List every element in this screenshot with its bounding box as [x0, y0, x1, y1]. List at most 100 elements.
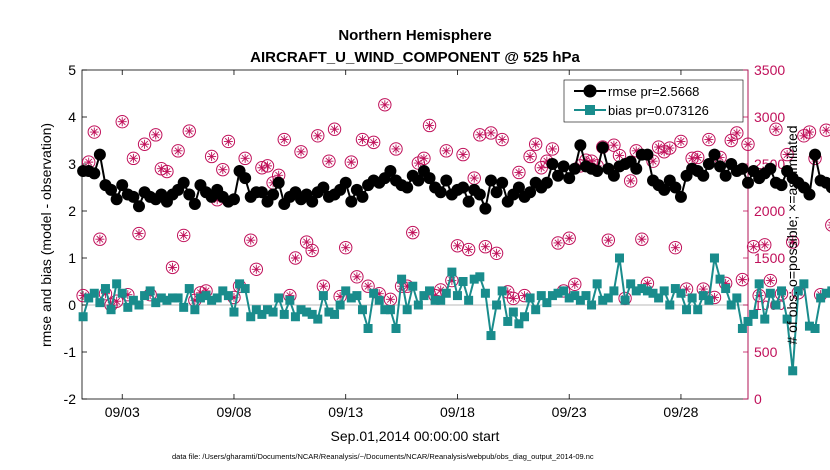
- bias-point: [290, 312, 300, 322]
- rmse-point: [255, 186, 268, 199]
- obs-assimilated-point: [782, 150, 792, 160]
- obs-possible-point: [417, 151, 431, 166]
- bias-point: [335, 300, 345, 310]
- bias-point: [737, 324, 747, 333]
- bias-point: [235, 279, 245, 289]
- obs-assimilated-point: [374, 289, 384, 299]
- legend-rmse-marker: [583, 84, 597, 98]
- bias-point: [218, 286, 228, 296]
- bias-point: [642, 286, 652, 296]
- rmse-point: [239, 172, 252, 185]
- legend: rmse pr=2.5668 bias pr=0.073126: [563, 79, 744, 123]
- obs-possible-point: [87, 125, 101, 139]
- obs-possible-point: [512, 165, 526, 180]
- obs-assimilated-point: [614, 151, 624, 161]
- rmse-point: [641, 148, 654, 161]
- obs-assimilated-point: [335, 292, 345, 302]
- obs-assimilated-point: [419, 153, 429, 163]
- bias-point: [693, 305, 703, 315]
- obs-assimilated-point: [330, 124, 340, 134]
- y-right-tick-label: 1500: [754, 250, 785, 266]
- bias-point: [715, 274, 725, 284]
- obs-assimilated-point: [603, 235, 613, 245]
- obs-assimilated-point: [290, 253, 300, 263]
- bias-point: [285, 295, 295, 305]
- obs-assimilated-point: [251, 264, 261, 274]
- bias-point: [665, 300, 675, 310]
- rmse-point: [105, 183, 118, 196]
- bias-point: [84, 293, 94, 303]
- obs-possible-point: [456, 147, 470, 162]
- obs-possible-point: [350, 270, 364, 284]
- obs-assimilated-point: [318, 281, 328, 291]
- obs-assimilated-point: [369, 137, 379, 147]
- obs-assimilated-point: [525, 151, 535, 161]
- bias-point: [816, 293, 826, 303]
- obs-assimilated-point: [475, 130, 485, 140]
- obs-possible-point: [663, 141, 677, 155]
- obs-assimilated-point: [447, 276, 457, 286]
- bias-point: [676, 288, 686, 298]
- obs-assimilated-point: [670, 243, 680, 253]
- obs-assimilated-point: [514, 167, 524, 177]
- rmse-point: [317, 181, 330, 194]
- bias-point: [547, 291, 557, 301]
- obs-assimilated-point: [687, 153, 697, 163]
- bias-point: [648, 288, 658, 298]
- y-right-tick-label: 3500: [754, 62, 785, 78]
- y-left-tick-label: 1: [68, 250, 76, 266]
- bias-point: [207, 295, 217, 305]
- bias-point: [380, 305, 390, 315]
- rmse-point: [708, 148, 721, 161]
- rmse-point: [736, 162, 749, 175]
- plot-area: -2-1012345050010001500200025003000350009…: [64, 62, 830, 420]
- obs-assimilated-point: [240, 153, 250, 163]
- obs-possible-point: [288, 251, 303, 265]
- obs-possible-point: [668, 240, 683, 255]
- obs-possible-point: [473, 128, 487, 142]
- obs-assimilated-point: [721, 278, 731, 288]
- obs-assimilated-point: [302, 237, 312, 247]
- y-axis-left-label: rmse and bias (model - observation): [38, 123, 54, 347]
- obs-assimilated-point: [156, 164, 166, 174]
- obs-possible-point: [730, 126, 744, 140]
- rmse-point: [742, 176, 754, 189]
- obs-assimilated-point: [140, 139, 150, 149]
- obs-assimilated-point: [726, 136, 736, 145]
- obs-possible-point: [819, 123, 830, 137]
- x-tick-label: 09/08: [216, 404, 251, 420]
- bias-point: [436, 295, 446, 305]
- obs-possible-point: [149, 128, 163, 142]
- rmse-point: [674, 190, 687, 203]
- bias-point: [469, 274, 479, 284]
- rmse-point: [490, 186, 503, 199]
- obs-assimilated-point: [84, 157, 94, 167]
- obs-assimilated-point: [207, 151, 217, 161]
- obs-possible-point: [528, 137, 543, 151]
- obs-assimilated-point: [100, 289, 110, 299]
- bias-point: [123, 302, 133, 312]
- bias-point: [151, 298, 161, 308]
- bias-point: [581, 291, 591, 301]
- bias-point: [799, 279, 809, 289]
- bias-point: [503, 316, 513, 326]
- rmse-point: [809, 148, 822, 161]
- rmse-point: [574, 139, 587, 152]
- obs-assimilated-point: [637, 234, 647, 244]
- obs-possible-point: [182, 124, 196, 138]
- rmse-point: [540, 176, 553, 189]
- bias-point: [480, 288, 490, 298]
- y-left-tick-label: 4: [68, 109, 76, 125]
- bias-point: [313, 314, 323, 324]
- bias-point: [721, 284, 731, 294]
- obs-assimilated-point: [229, 292, 239, 302]
- rmse-point: [524, 186, 537, 199]
- rmse-point: [697, 169, 710, 182]
- obs-possible-point: [322, 154, 336, 168]
- bias-point: [782, 314, 792, 324]
- bias-point: [659, 286, 669, 296]
- obs-assimilated-point: [212, 195, 222, 205]
- obs-assimilated-point: [682, 284, 692, 294]
- obs-assimilated-point: [413, 158, 423, 168]
